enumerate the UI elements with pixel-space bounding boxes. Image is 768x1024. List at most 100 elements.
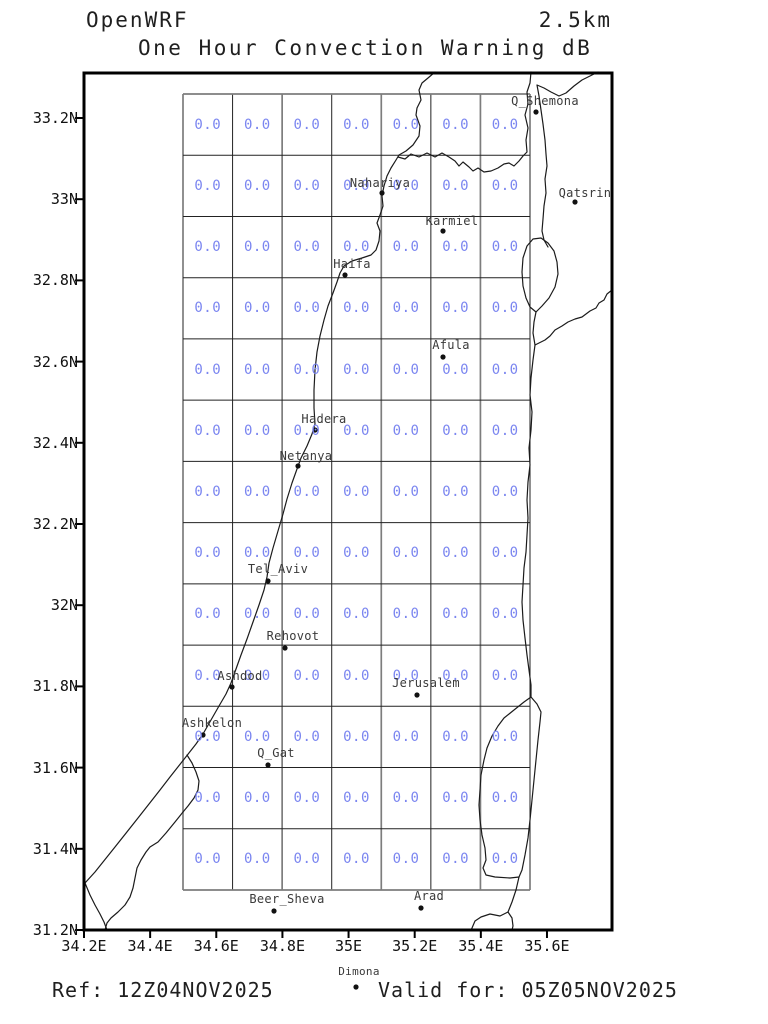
- grid-cell-value: 0.0: [243, 667, 271, 684]
- city-marker-dimona: [353, 984, 359, 990]
- grid-cell-value: 0.0: [194, 361, 222, 378]
- lon-tick-label: 34.8E: [259, 937, 305, 955]
- egypt-border-path: [84, 882, 108, 931]
- grid-cell-value: 0.0: [293, 116, 321, 133]
- grid-cell-value: 0.0: [392, 239, 420, 256]
- lat-tick-label: 31.8N: [32, 677, 78, 696]
- city-marker-nahariya: [379, 190, 385, 196]
- lat-tick-label: 33N: [50, 190, 78, 209]
- city-label-haifa: Haifa: [333, 257, 371, 271]
- city-marker-q_shemona: [533, 109, 539, 115]
- grid-cell-value: 0.0: [442, 667, 470, 684]
- grid-cell-value: 0.0: [343, 177, 370, 194]
- grid-cell-value: 0.0: [343, 239, 370, 256]
- city-marker-afula: [440, 354, 446, 360]
- grid-cell-value: 0.0: [194, 545, 222, 562]
- lon-tick-label: 34.2E: [61, 937, 107, 955]
- grid-cell-value: 0.0: [442, 606, 470, 623]
- grid-cell-value: 0.0: [343, 790, 370, 807]
- city-label-nahariya: Nahariya: [349, 176, 411, 190]
- grid-cell-value: 0.0: [293, 606, 321, 623]
- sea-of-galilee-path: [521, 237, 559, 313]
- grid-cell-value: 0.0: [243, 177, 271, 194]
- city-label-q_shemona: Q_Shemona: [511, 94, 579, 108]
- grid-cell-value: 0.0: [293, 361, 321, 378]
- city-marker-hadera: [312, 427, 318, 433]
- city-marker-jerusalem: [414, 692, 420, 698]
- grid-cell-value: 0.0: [392, 667, 420, 684]
- coastline-path: [84, 71, 436, 884]
- lon-tick-label: 35.4E: [458, 937, 504, 955]
- grid-cell-value: 0.0: [343, 667, 370, 684]
- grid-cell-value: 0.0: [293, 667, 321, 684]
- grid-cell-value: 0.0: [491, 300, 519, 317]
- grid-cell-value: 0.0: [442, 851, 470, 868]
- south-border-path: [470, 876, 520, 931]
- lon-tick-label: 34.6E: [193, 937, 239, 955]
- grid-cell-value: 0.0: [243, 300, 271, 317]
- grid-cell-value: 0.0: [392, 851, 420, 868]
- grid-cell-value: 0.0: [491, 728, 519, 745]
- grid-cell-value: 0.0: [293, 790, 321, 807]
- grid-cell-value: 0.0: [194, 667, 222, 684]
- city-label-tel_aviv: Tel_Aviv: [247, 562, 309, 576]
- grid-cell-value: 0.0: [442, 361, 470, 378]
- city-marker-tel_aviv: [265, 578, 271, 584]
- lat-tick-label: 31.2N: [32, 921, 78, 939]
- lon-tick-label: 35E: [335, 937, 363, 955]
- grid-cell-value: 0.0: [392, 116, 420, 133]
- city-marker-arad: [418, 905, 424, 911]
- city-marker-q_gat: [265, 762, 271, 768]
- grid-cell-value: 0.0: [392, 790, 420, 807]
- grid-cell-value: 0.0: [491, 484, 519, 500]
- grid-cell-value: 0.0: [194, 728, 222, 745]
- jordan-river-path: [521, 311, 537, 698]
- city-label-karmiel: Karmiel: [425, 214, 479, 228]
- city-label-netanya: Netanya: [279, 449, 333, 463]
- grid-cell-value: 0.0: [243, 790, 271, 807]
- city-marker-netanya: [295, 463, 301, 469]
- grid-cell-value: 0.0: [442, 422, 470, 439]
- grid-cell-value: 0.0: [343, 116, 370, 133]
- city-marker-ashkelon: [200, 732, 206, 738]
- grid-cell-value: 0.0: [491, 116, 519, 133]
- lon-tick-label: 34.4E: [127, 937, 173, 955]
- ref-time-label: Ref: 12Z04NOV2025: [52, 978, 274, 1002]
- city-marker-ashdod: [229, 684, 235, 690]
- lat-tick-label: 33.2N: [32, 109, 78, 127]
- grid-cell-value: 0.0: [491, 790, 519, 807]
- city-label-qatsrin: Qatsrin: [558, 186, 612, 200]
- lat-tick-label: 32.8N: [32, 271, 78, 290]
- grid-cell-value: 0.0: [293, 239, 321, 256]
- city-marker-beer_sheva: [271, 908, 277, 914]
- grid-cell-value: 0.0: [343, 545, 370, 562]
- lat-tick-label: 32.6N: [32, 352, 78, 371]
- grid-cell-value: 0.0: [293, 422, 321, 439]
- grid-cell-value: 0.0: [392, 177, 420, 194]
- city-marker-qatsrin: [572, 199, 578, 205]
- grid-cell-value: 0.0: [194, 239, 222, 256]
- grid-cell-value: 0.0: [293, 300, 321, 317]
- grid-cell-value: 0.0: [243, 116, 271, 133]
- grid-cell-value: 0.0: [343, 484, 370, 500]
- dead-sea-path: [478, 696, 542, 879]
- grid-cell-value: 0.0: [491, 422, 519, 439]
- grid-cell-value: 0.0: [343, 851, 370, 868]
- grid-cell-value: 0.0: [392, 484, 420, 500]
- grid-cell-value: 0.0: [442, 484, 470, 500]
- grid-cell-value: 0.0: [243, 606, 271, 623]
- model-title: OpenWRF: [86, 8, 189, 32]
- lat-tick-label: 32.4N: [32, 433, 78, 452]
- grid-cell-value: 0.0: [194, 484, 222, 500]
- grid-cell-value: 0.0: [392, 545, 420, 562]
- grid-cell-value: 0.0: [442, 116, 470, 133]
- grid-cell-value: 0.0: [491, 667, 519, 684]
- grid-cell-value: 0.0: [194, 177, 222, 194]
- city-label-arad: Arad: [413, 889, 445, 903]
- grid-cell-value: 0.0: [442, 545, 470, 562]
- city-label-beer_sheva: Beer_Sheva: [249, 892, 325, 906]
- grid-cell-value: 0.0: [491, 361, 519, 378]
